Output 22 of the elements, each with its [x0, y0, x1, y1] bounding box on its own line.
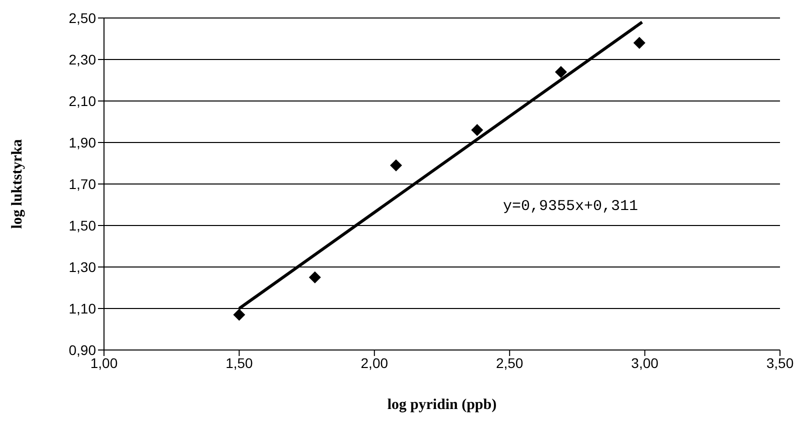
y-tick-label: 1,50: [68, 217, 96, 234]
y-tick-label: 2,50: [68, 10, 96, 26]
x-tick-label: 2,50: [496, 354, 524, 371]
y-axis-title: log luktstyrka: [9, 138, 26, 229]
point: [308, 271, 321, 284]
y-tick-label: 1,70: [68, 176, 96, 192]
y-tick-label: 1,90: [68, 134, 96, 150]
y-tick-label: 1,10: [68, 300, 96, 316]
point: [633, 36, 646, 49]
point: [554, 66, 567, 78]
point: [471, 124, 484, 136]
x-axis-title: log pyridin (ppb): [387, 397, 497, 413]
y-tick-label: 2,30: [68, 51, 96, 68]
x-tick-label: 3,50: [766, 354, 794, 371]
x-tick-label: 3,00: [631, 354, 659, 371]
point: [390, 159, 402, 172]
x-tick-label: 2,00: [360, 354, 388, 371]
annotation: y=0,9355x+0,311: [503, 198, 638, 215]
point: [233, 308, 246, 321]
x-tick-label: 1,50: [226, 354, 254, 371]
y-tick-label: 1,30: [68, 258, 96, 275]
y-tick-label: 2,10: [68, 92, 96, 109]
